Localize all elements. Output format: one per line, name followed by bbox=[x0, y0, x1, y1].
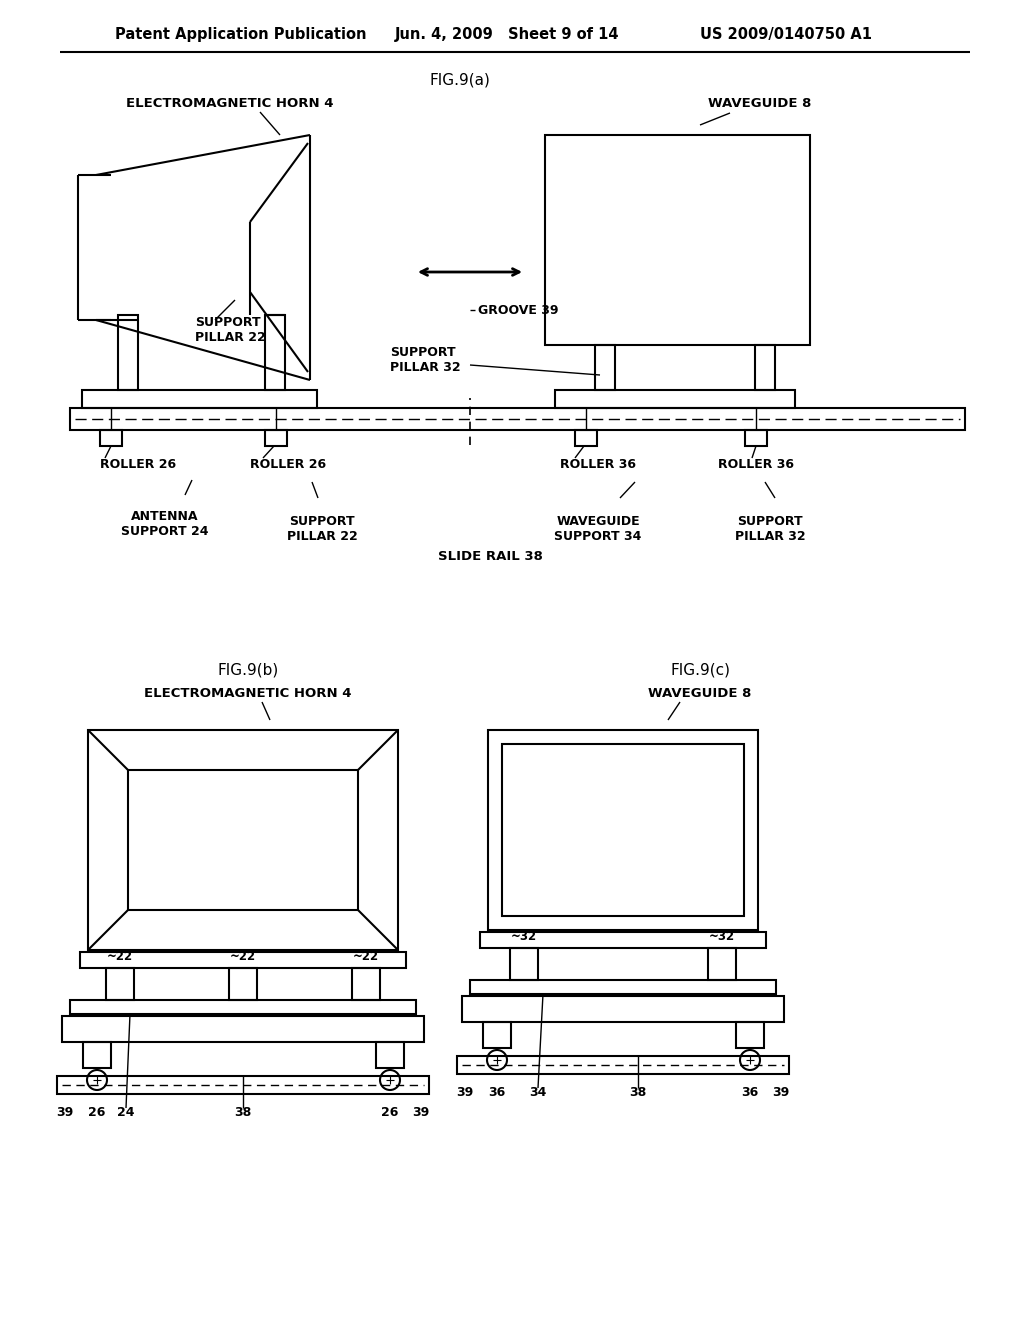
Bar bbox=[265, 315, 285, 389]
Text: 36: 36 bbox=[741, 1086, 759, 1100]
Text: SUPPORT
PILLAR 32: SUPPORT PILLAR 32 bbox=[390, 346, 461, 374]
Text: 24: 24 bbox=[118, 1106, 135, 1119]
Bar bbox=[483, 1022, 511, 1048]
Bar bbox=[70, 1001, 416, 1014]
Text: SUPPORT
PILLAR 22: SUPPORT PILLAR 22 bbox=[195, 315, 266, 345]
Bar bbox=[80, 952, 406, 968]
Text: 38: 38 bbox=[234, 1106, 252, 1119]
Bar bbox=[62, 1016, 424, 1041]
Text: ~22: ~22 bbox=[230, 950, 256, 964]
Bar bbox=[575, 430, 597, 446]
Text: Patent Application Publication: Patent Application Publication bbox=[115, 28, 367, 42]
Text: US 2009/0140750 A1: US 2009/0140750 A1 bbox=[700, 28, 872, 42]
Bar bbox=[736, 1022, 764, 1048]
Text: GROOVE 39: GROOVE 39 bbox=[478, 304, 558, 317]
Bar bbox=[352, 968, 380, 1001]
Text: 39: 39 bbox=[56, 1106, 74, 1119]
Bar bbox=[745, 430, 767, 446]
Bar bbox=[265, 430, 287, 446]
Text: 39: 39 bbox=[413, 1106, 430, 1119]
Text: FIG.9(b): FIG.9(b) bbox=[217, 663, 279, 677]
Bar bbox=[82, 389, 317, 408]
Bar bbox=[480, 932, 766, 948]
Bar bbox=[555, 389, 795, 408]
Text: FIG.9(c): FIG.9(c) bbox=[670, 663, 730, 677]
Bar bbox=[502, 744, 744, 916]
Text: ROLLER 26: ROLLER 26 bbox=[100, 458, 176, 471]
Text: 26: 26 bbox=[88, 1106, 105, 1119]
Text: ~32: ~32 bbox=[511, 931, 537, 942]
Text: WAVEGUIDE 8: WAVEGUIDE 8 bbox=[648, 686, 752, 700]
Text: ~32: ~32 bbox=[709, 931, 735, 942]
Text: ROLLER 36: ROLLER 36 bbox=[560, 458, 636, 471]
Text: ELECTROMAGNETIC HORN 4: ELECTROMAGNETIC HORN 4 bbox=[126, 96, 334, 110]
Text: ROLLER 36: ROLLER 36 bbox=[718, 458, 794, 471]
Text: FIG.9(a): FIG.9(a) bbox=[429, 73, 490, 87]
Bar bbox=[88, 730, 398, 950]
Bar bbox=[376, 1041, 404, 1068]
Bar bbox=[457, 1056, 790, 1074]
Text: SLIDE RAIL 38: SLIDE RAIL 38 bbox=[437, 550, 543, 564]
Text: SUPPORT
PILLAR 32: SUPPORT PILLAR 32 bbox=[734, 515, 805, 543]
Bar bbox=[545, 135, 810, 345]
Bar bbox=[229, 968, 257, 1001]
Text: ~22: ~22 bbox=[353, 950, 379, 964]
Text: ~22: ~22 bbox=[106, 950, 133, 964]
Bar bbox=[118, 315, 138, 389]
Bar bbox=[128, 770, 358, 909]
Bar bbox=[470, 979, 776, 994]
Bar bbox=[595, 345, 615, 389]
Bar bbox=[57, 1076, 429, 1094]
Text: 38: 38 bbox=[630, 1086, 646, 1100]
Text: WAVEGUIDE
SUPPORT 34: WAVEGUIDE SUPPORT 34 bbox=[554, 515, 642, 543]
Bar bbox=[488, 730, 758, 931]
Bar bbox=[106, 968, 134, 1001]
Bar bbox=[83, 1041, 111, 1068]
Text: WAVEGUIDE 8: WAVEGUIDE 8 bbox=[709, 96, 812, 110]
Text: 39: 39 bbox=[457, 1086, 474, 1100]
Text: 26: 26 bbox=[381, 1106, 398, 1119]
Bar bbox=[510, 948, 538, 979]
Text: SUPPORT
PILLAR 22: SUPPORT PILLAR 22 bbox=[287, 515, 357, 543]
Bar bbox=[462, 997, 784, 1022]
Bar bbox=[100, 430, 122, 446]
Text: Jun. 4, 2009   Sheet 9 of 14: Jun. 4, 2009 Sheet 9 of 14 bbox=[395, 28, 620, 42]
Bar bbox=[708, 948, 736, 979]
Text: 34: 34 bbox=[529, 1086, 547, 1100]
Bar bbox=[70, 408, 965, 430]
Bar bbox=[755, 345, 775, 389]
Text: ANTENNA
SUPPORT 24: ANTENNA SUPPORT 24 bbox=[121, 510, 209, 539]
Text: 36: 36 bbox=[488, 1086, 506, 1100]
Text: 39: 39 bbox=[772, 1086, 790, 1100]
Text: ELECTROMAGNETIC HORN 4: ELECTROMAGNETIC HORN 4 bbox=[144, 686, 352, 700]
Text: ROLLER 26: ROLLER 26 bbox=[250, 458, 326, 471]
